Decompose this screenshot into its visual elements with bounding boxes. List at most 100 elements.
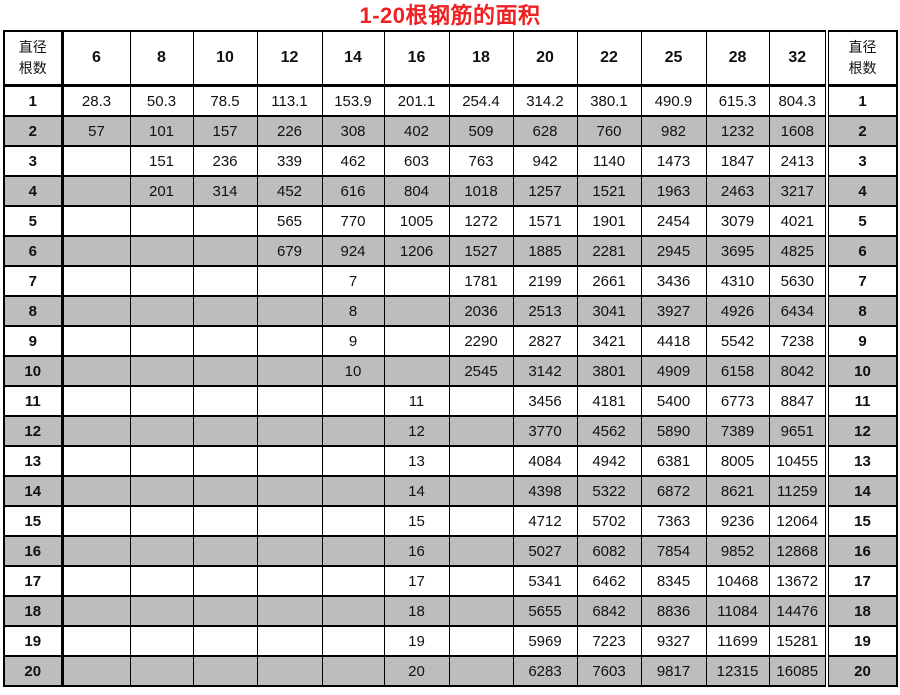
area-value-cell: 509 <box>448 115 514 147</box>
area-value-cell: 1005 <box>383 205 450 237</box>
row-count-cell: 14 <box>825 475 898 507</box>
diameter-header: 32 <box>768 30 828 87</box>
area-value-cell <box>61 265 131 297</box>
diameter-header: 6 <box>61 30 131 87</box>
table-row: 2 57 101 157 226 308 402 509 628 760 982 1232 1608 2 <box>3 115 898 147</box>
table-row: 5 565 770 1005 1272 1571 1901 2454 3079 4021 5 <box>3 205 898 237</box>
area-value-cell: 2463 <box>705 175 770 207</box>
area-value-cell: 7389 <box>705 415 770 447</box>
area-value-cell: 3927 <box>640 295 707 327</box>
area-value-cell: 7854 <box>640 535 707 567</box>
area-value-cell: 5027 <box>512 535 578 567</box>
area-value-cell: 7223 <box>576 625 642 657</box>
diameter-header: 12 <box>256 30 323 87</box>
area-value-cell: 8621 <box>705 475 770 507</box>
area-value-cell: 16 <box>383 535 450 567</box>
area-value-cell: 679 <box>256 235 323 267</box>
area-value-cell: 5400 <box>640 385 707 417</box>
row-count-cell: 5 <box>825 205 898 237</box>
row-count-cell: 3 <box>825 145 898 177</box>
area-value-cell <box>192 475 258 507</box>
area-value-cell: 3041 <box>576 295 642 327</box>
area-value-cell: 4909 <box>640 355 707 387</box>
area-value-cell: 982 <box>640 115 707 147</box>
area-value-cell: 10468 <box>705 565 770 597</box>
area-value-cell: 314 <box>192 175 258 207</box>
area-value-cell: 201.1 <box>383 84 450 117</box>
area-value-cell: 3695 <box>705 235 770 267</box>
area-value-cell <box>129 475 194 507</box>
area-value-cell <box>256 295 323 327</box>
area-value-cell: 942 <box>512 145 578 177</box>
area-value-cell: 1963 <box>640 175 707 207</box>
area-value-cell <box>61 535 131 567</box>
table-row: 7 7 1781 2199 2661 3436 4310 5630 7 <box>3 265 898 297</box>
area-value-cell: 1140 <box>576 145 642 177</box>
row-count-cell: 20 <box>825 655 898 687</box>
area-value-cell: 804.3 <box>768 84 828 117</box>
row-count-cell: 13 <box>825 445 898 477</box>
rebar-area-table: 直径 根数 6 8 10 12 14 16 18 20 22 25 28 32 直径 根数 1 28.3 50.3… <box>3 30 898 687</box>
area-value-cell <box>192 235 258 267</box>
area-value-cell: 15281 <box>768 625 828 657</box>
area-value-cell: 12 <box>383 415 450 447</box>
area-value-cell: 9 <box>321 325 385 357</box>
diameter-header: 16 <box>383 30 450 87</box>
table-row: 6 679 924 1206 1527 1885 2281 2945 3695 4825 6 <box>3 235 898 267</box>
area-value-cell: 1473 <box>640 145 707 177</box>
area-value-cell: 3079 <box>705 205 770 237</box>
area-value-cell: 5890 <box>640 415 707 447</box>
area-value-cell: 5630 <box>768 265 828 297</box>
area-value-cell <box>129 655 194 687</box>
area-value-cell: 1781 <box>448 265 514 297</box>
area-value-cell: 4021 <box>768 205 828 237</box>
diameter-header: 14 <box>321 30 385 87</box>
area-value-cell: 5322 <box>576 475 642 507</box>
row-count-cell: 9 <box>3 325 64 357</box>
area-value-cell: 4181 <box>576 385 642 417</box>
area-value-cell <box>256 445 323 477</box>
area-value-cell: 6462 <box>576 565 642 597</box>
area-value-cell: 1232 <box>705 115 770 147</box>
area-value-cell <box>383 355 450 387</box>
area-value-cell <box>448 625 514 657</box>
area-value-cell <box>192 355 258 387</box>
area-value-cell: 1571 <box>512 205 578 237</box>
area-value-cell <box>192 295 258 327</box>
table-row: 8 8 2036 2513 3041 3927 4926 6434 8 <box>3 295 898 327</box>
row-count-cell: 4 <box>3 175 64 207</box>
area-value-cell: 462 <box>321 145 385 177</box>
diameter-header: 10 <box>192 30 258 87</box>
area-value-cell <box>61 355 131 387</box>
table-row: 18 18 5655 6842 8836 11084 14476 18 <box>3 595 898 627</box>
area-value-cell: 12315 <box>705 655 770 687</box>
area-value-cell <box>192 385 258 417</box>
area-value-cell <box>129 235 194 267</box>
area-value-cell: 2413 <box>768 145 828 177</box>
area-value-cell: 151 <box>129 145 194 177</box>
row-count-cell: 8 <box>3 295 64 327</box>
area-value-cell <box>256 565 323 597</box>
area-value-cell <box>129 565 194 597</box>
area-value-cell <box>129 535 194 567</box>
rebar-area-table-grid: 直径 根数 6 8 10 12 14 16 18 20 22 25 28 32 直径 根数 1 28.3 50.3… <box>3 30 898 687</box>
row-count-cell: 17 <box>3 565 64 597</box>
area-value-cell: 12868 <box>768 535 828 567</box>
area-value-cell: 9817 <box>640 655 707 687</box>
row-count-cell: 7 <box>3 265 64 297</box>
area-value-cell: 2281 <box>576 235 642 267</box>
area-value-cell: 6283 <box>512 655 578 687</box>
area-value-cell <box>129 355 194 387</box>
area-value-cell: 6082 <box>576 535 642 567</box>
area-value-cell: 57 <box>61 115 131 147</box>
area-value-cell <box>129 325 194 357</box>
area-value-cell <box>321 505 385 537</box>
area-value-cell: 2513 <box>512 295 578 327</box>
table-header-row: 直径 根数 6 8 10 12 14 16 18 20 22 25 28 32 直径 根数 <box>3 30 898 87</box>
area-value-cell: 5969 <box>512 625 578 657</box>
area-value-cell <box>256 535 323 567</box>
area-value-cell: 616 <box>321 175 385 207</box>
area-value-cell <box>383 295 450 327</box>
area-value-cell: 1521 <box>576 175 642 207</box>
corner-header-left: 直径 根数 <box>3 30 64 87</box>
